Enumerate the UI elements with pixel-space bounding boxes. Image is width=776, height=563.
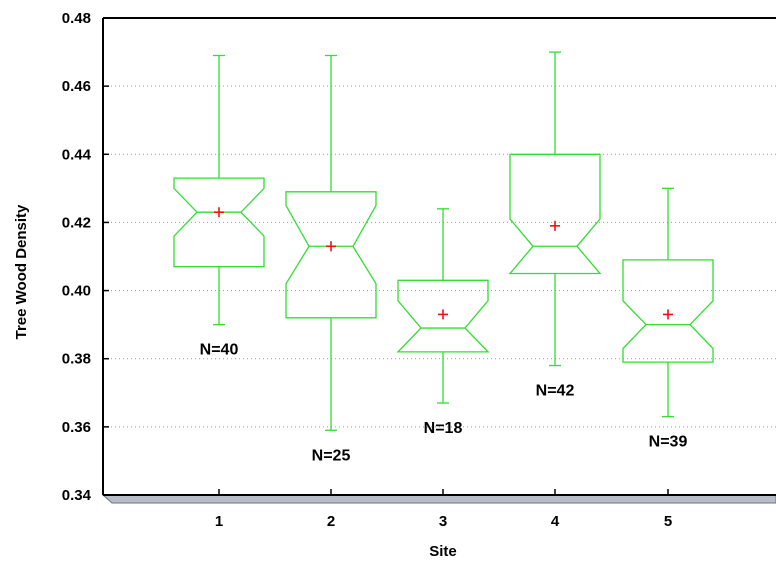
y-tick-label: 0.44 <box>62 146 92 163</box>
y-tick-label: 0.42 <box>62 214 91 231</box>
box-site-1: N=40 <box>173 54 265 359</box>
y-tick-label: 0.48 <box>62 10 91 27</box>
y-axis-title: Tree Wood Density <box>13 204 30 339</box>
notched-box <box>285 191 377 319</box>
notched-box <box>173 177 265 268</box>
y-tick-label: 0.46 <box>62 78 91 95</box>
y-tick-label: 0.38 <box>62 351 91 368</box>
box-site-2: N=25 <box>285 54 377 464</box>
x-tick-label: 4 <box>551 513 560 530</box>
boxes: N=40 N=25 N=18 N=42 N=39 <box>173 51 714 464</box>
n-count-label: N=40 <box>200 342 239 359</box>
notched-box <box>622 259 714 363</box>
box-site-5: N=39 <box>622 187 714 451</box>
n-count-label: N=39 <box>649 434 688 451</box>
plot-frame <box>101 17 776 504</box>
axis-base-3d-strip <box>101 494 776 504</box>
x-axis-title: Site <box>429 543 457 560</box>
x-tick-label: 3 <box>439 513 447 530</box>
y-axis-ticks: 0.34 0.36 0.38 0.40 0.42 0.44 0.46 0.48 <box>62 10 109 504</box>
x-tick-label: 1 <box>215 513 223 530</box>
x-axis-ticks: 1 2 3 4 5 <box>215 489 672 530</box>
y-tick-label: 0.40 <box>62 283 91 300</box>
box-site-3: N=18 <box>396 208 490 437</box>
x-tick-label: 5 <box>664 513 672 530</box>
y-tick-label: 0.36 <box>62 419 91 436</box>
notched-box <box>508 153 602 275</box>
notched-box <box>396 279 490 353</box>
box-site-4: N=42 <box>508 51 602 400</box>
n-count-label: N=18 <box>424 420 463 437</box>
grid-lines <box>103 85 776 428</box>
x-tick-label: 2 <box>327 513 335 530</box>
y-tick-label: 0.34 <box>62 487 92 504</box>
n-count-label: N=25 <box>312 447 351 464</box>
n-count-label: N=42 <box>536 383 575 400</box>
